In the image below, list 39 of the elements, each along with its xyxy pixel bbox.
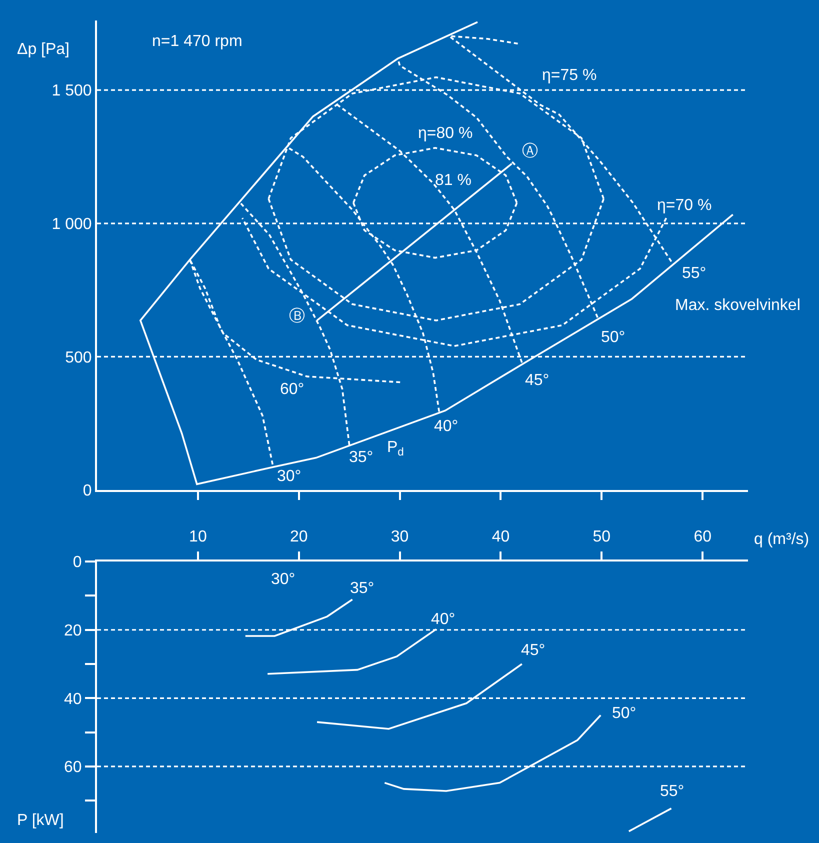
series-label: 45°: [521, 642, 546, 659]
series-label: η=80 %: [418, 125, 473, 142]
series-label: 55°: [682, 265, 706, 282]
series-label: P$_{d}$: [387, 439, 404, 458]
annotation: 30°: [271, 571, 296, 588]
series-label: 60°: [280, 381, 304, 398]
x-tick-label: 20: [290, 528, 308, 546]
series-label: 45°: [525, 372, 550, 389]
y-tick-label: 0: [82, 482, 92, 500]
series-label: 50°: [601, 329, 626, 346]
x-tick-label: 30: [390, 528, 409, 546]
annotation: n=1 470 rpm: [152, 33, 242, 50]
annotation: Ⓐ: [522, 142, 538, 160]
y-tick-label: 60: [64, 759, 82, 776]
y-tick-label: 1 000: [52, 216, 92, 233]
series-label: 55°: [660, 783, 684, 800]
annotation: Max. skovelvinkel: [675, 297, 800, 314]
y-tick-label: 0: [72, 554, 82, 572]
series-label: 40°: [434, 418, 458, 435]
series-label: 35°: [350, 580, 374, 597]
x-axis-title: q (m³/s): [754, 531, 810, 548]
series-label: η=70 %: [657, 197, 712, 214]
series-label: 40°: [431, 611, 456, 628]
y-tick-label: 40: [64, 690, 82, 708]
y-tick-label: 500: [65, 349, 92, 366]
y-axis-title: P [kW]: [17, 812, 64, 829]
x-tick-label: 50: [592, 528, 611, 546]
annotation: 81 %: [435, 172, 472, 189]
y-tick-label: 20: [64, 622, 82, 640]
annotation: Ⓑ: [289, 307, 305, 325]
series-label: η=75 %: [542, 67, 597, 84]
x-tick-label: 40: [492, 528, 510, 546]
x-tick-label: 10: [189, 528, 207, 546]
series-label: 35°: [349, 449, 374, 466]
y-tick-label: 1 500: [52, 82, 92, 100]
series-label: 30°: [277, 468, 302, 485]
series-label: 50°: [612, 705, 636, 722]
y-axis-title: Δp [Pa]: [17, 41, 70, 58]
x-tick-label: 60: [694, 528, 712, 546]
